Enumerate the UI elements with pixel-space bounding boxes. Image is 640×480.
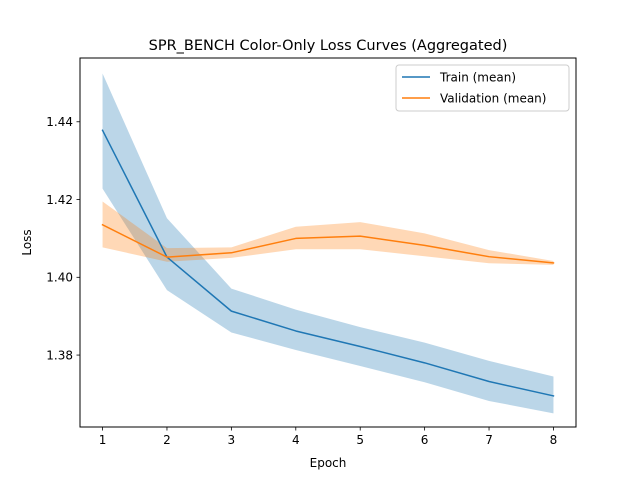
validation-mean-line — [101, 223, 555, 264]
train-mean-band — [102, 73, 554, 414]
confidence-bands — [102, 73, 554, 414]
train-mean-legend-label: Train (mean) — [439, 70, 516, 84]
y-tick-label: 1.38 — [46, 348, 73, 362]
x-tick-label: 1 — [99, 433, 107, 447]
y-tick-label: 1.42 — [46, 193, 73, 207]
legend: Train (mean) Validation (mean) — [395, 64, 570, 112]
y-tick-label: 1.40 — [46, 271, 73, 285]
legend-box — [395, 64, 570, 112]
x-tick-label: 5 — [356, 433, 364, 447]
plot-frame — [79, 57, 577, 428]
validation-mean-legend-label: Validation (mean) — [440, 91, 546, 105]
x-axis-label: Epoch — [310, 456, 347, 470]
validation-mean-band — [102, 201, 554, 265]
x-tick-label: 7 — [485, 433, 493, 447]
x-axis-ticks: 1 2 3 4 5 6 7 8 — [99, 427, 558, 447]
train-mean-line — [101, 129, 555, 397]
x-tick-label: 8 — [550, 433, 558, 447]
y-axis-ticks: 1.38 1.40 1.42 1.44 — [46, 115, 80, 362]
x-tick-label: 3 — [228, 433, 236, 447]
chart-title: SPR_BENCH Color-Only Loss Curves (Aggreg… — [149, 38, 508, 54]
series-lines — [101, 129, 555, 397]
y-axis-label: Loss — [20, 229, 34, 255]
y-tick-label: 1.44 — [46, 115, 73, 129]
x-tick-label: 2 — [163, 433, 171, 447]
x-tick-label: 6 — [421, 433, 429, 447]
x-tick-label: 4 — [292, 433, 300, 447]
